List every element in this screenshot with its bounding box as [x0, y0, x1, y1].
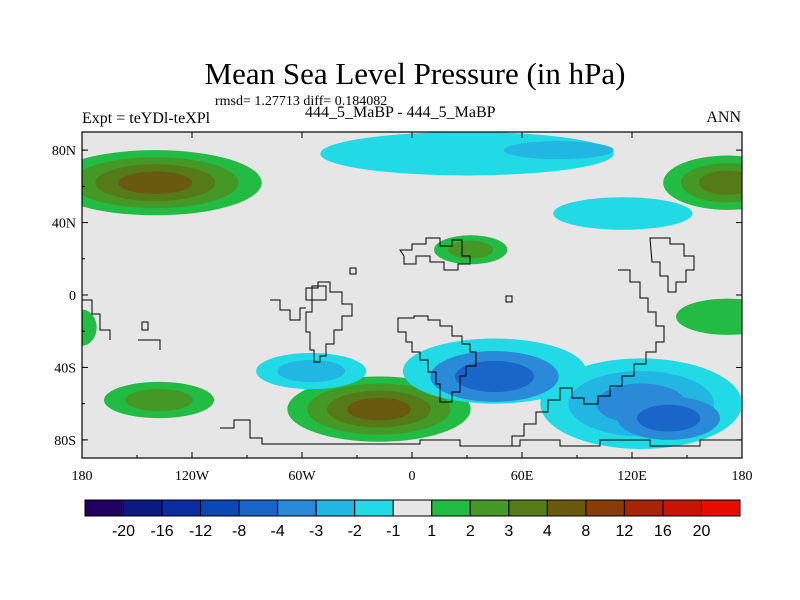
contour-south-america-low-2 — [277, 359, 346, 383]
experiment-label: Expt = teYDl-teXPl — [82, 110, 211, 127]
x-tick-label-4: 60E — [511, 469, 534, 484]
colorbar-swatch-1 — [123, 499, 163, 517]
contour-australian-south-low-2 — [637, 404, 701, 432]
y-tick-label-3: 40S — [54, 361, 76, 376]
coastline — [82, 237, 742, 447]
colorbar-swatch-8 — [392, 499, 433, 517]
colorbar-label-11: 4 — [543, 523, 552, 540]
contour-central-asia-high-2 — [448, 240, 494, 259]
contour-north-pacific-high-4 — [118, 171, 193, 195]
colorbar-label-15: 20 — [693, 523, 711, 540]
x-tick-label-6: 180 — [732, 469, 753, 484]
x-tick-label-2: 60W — [288, 469, 316, 484]
colorbar-swatch-2 — [161, 499, 202, 517]
y-tick-label-0: 80N — [52, 144, 76, 159]
axes: 180 120W 60W 0 60E 120E 180 80N 40N 0 40S 80S — [52, 132, 753, 484]
contour-regions — [82, 132, 742, 449]
colorbar-swatch-14 — [623, 499, 664, 517]
colorbar-label-0: -20 — [112, 523, 135, 540]
contour-west-pacific-high-1 — [82, 309, 97, 346]
contour-east-pacific-high-1 — [676, 298, 742, 335]
colorbar: -20 -16 -12 -8 -4 -3 -2 -1 1 2 3 4 8 12 16 20 — [84, 499, 741, 540]
colorbar-swatch-9 — [431, 499, 471, 517]
colorbar-label-6: -2 — [348, 523, 362, 540]
y-tick-label-1: 40N — [52, 217, 76, 232]
colorbar-label-8: 1 — [427, 523, 436, 540]
colorbar-label-3: -8 — [232, 523, 246, 540]
y-tick-label-4: 80S — [54, 434, 76, 449]
colorbar-swatch-12 — [546, 499, 587, 517]
colorbar-swatch-6 — [315, 499, 356, 517]
x-tick-label-5: 120E — [617, 469, 647, 484]
colorbar-label-12: 8 — [581, 523, 590, 540]
colorbar-swatch-10 — [469, 499, 510, 517]
contour-south-atlantic-high-4 — [347, 397, 411, 421]
colorbar-label-14: 16 — [654, 523, 672, 540]
contour-north-pacific-low-1 — [553, 197, 693, 230]
x-tick-label-0: 180 — [72, 469, 93, 484]
colorbar-label-4: -4 — [271, 523, 285, 540]
contour-east-asia-high-3 — [698, 170, 742, 195]
colorbar-label-5: -3 — [309, 523, 323, 540]
contour-south-pacific-high-2 — [125, 388, 193, 412]
colorbar-swatch-15 — [662, 499, 702, 517]
colorbar-label-10: 3 — [504, 523, 513, 540]
contour-subantarctic-low-2 — [455, 360, 534, 393]
colorbar-label-13: 12 — [616, 523, 634, 540]
colorbar-swatch-5 — [277, 499, 317, 517]
colorbar-label-7: -1 — [386, 523, 400, 540]
stats-label: rmsd= 1.27713 diff= 0.184082 — [215, 94, 388, 109]
contour-arctic-low-core-1 — [503, 141, 614, 160]
colorbar-swatch-16 — [700, 499, 741, 517]
season-label: ANN — [706, 109, 741, 126]
colorbar-label-9: 2 — [466, 523, 475, 540]
colorbar-swatch-13 — [585, 499, 625, 517]
x-tick-label-3: 0 — [409, 469, 416, 484]
chart-title: Mean Sea Level Pressure (in hPa) — [204, 56, 626, 91]
colorbar-swatch-4 — [238, 499, 279, 517]
colorbar-swatch-0 — [84, 499, 125, 517]
comparison-label: 444_5_MaBP - 444_5_MaBP — [305, 104, 496, 121]
colorbar-swatch-7 — [354, 499, 394, 517]
colorbar-swatch-3 — [200, 499, 240, 517]
x-tick-label-1: 120W — [175, 469, 210, 484]
y-tick-label-2: 0 — [69, 289, 76, 304]
colorbar-label-2: -12 — [189, 523, 212, 540]
colorbar-swatch-11 — [508, 499, 548, 517]
colorbar-label-1: -16 — [150, 523, 173, 540]
